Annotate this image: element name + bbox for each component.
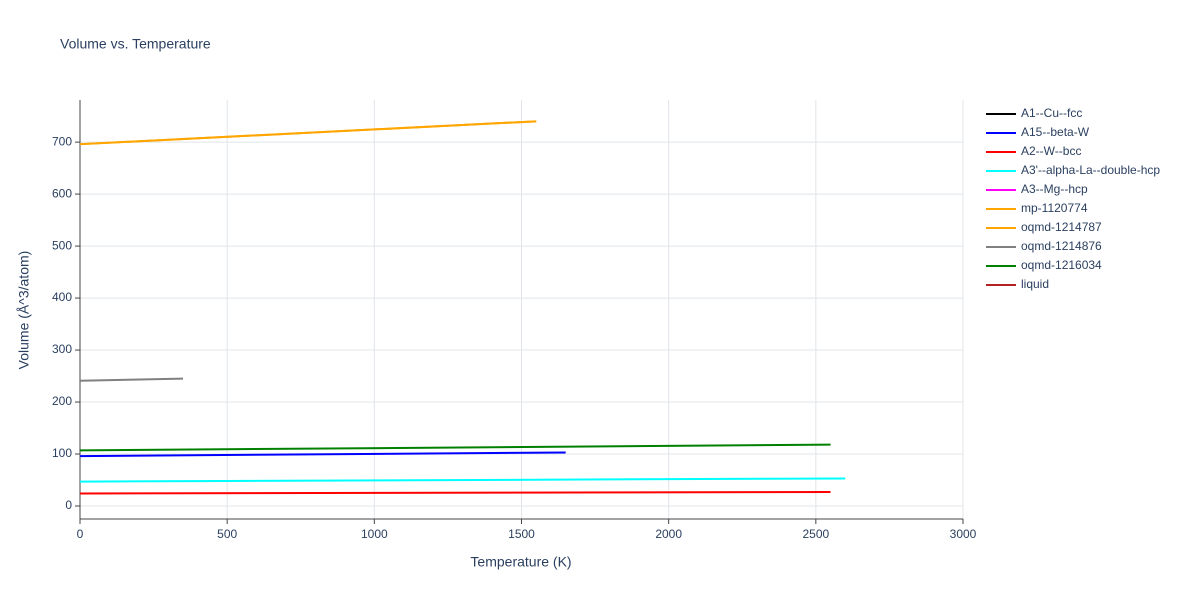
legend-label: A2--W--bcc (1021, 144, 1081, 158)
y-tick-label: 200 (52, 394, 72, 408)
y-tick-label: 400 (52, 290, 72, 304)
x-tick-label: 2000 (655, 527, 682, 541)
y-tick-label: 500 (52, 238, 72, 252)
x-tick-label: 1000 (361, 527, 388, 541)
y-tick-label: 700 (52, 134, 72, 148)
legend-label: A1--Cu--fcc (1021, 106, 1082, 120)
legend-label: A15--beta-W (1021, 125, 1090, 139)
x-axis-label: Temperature (K) (470, 554, 571, 570)
legend-label: mp-1120774 (1021, 201, 1088, 215)
x-tick-label: 3000 (950, 527, 977, 541)
x-tick-label: 500 (217, 527, 237, 541)
y-tick-label: 100 (52, 446, 72, 460)
series-line (79, 120, 537, 146)
legend-label: A3'--alpha-La--double-hcp (1021, 163, 1160, 177)
legend-label: oqmd-1214876 (1021, 239, 1102, 253)
x-tick-label: 1500 (508, 527, 535, 541)
series-line (79, 451, 566, 458)
y-tick-label: 600 (52, 186, 72, 200)
legend-label: oqmd-1214787 (1021, 220, 1102, 234)
legend-label: liquid (1021, 277, 1049, 291)
x-tick-label: 0 (77, 527, 84, 541)
x-tick-label: 2500 (802, 527, 829, 541)
series-line (79, 377, 184, 382)
legend-label: A3--Mg--hcp (1021, 182, 1088, 196)
series-line (79, 443, 831, 452)
legend-label: oqmd-1216034 (1021, 258, 1102, 272)
series-line (79, 490, 831, 495)
chart-title: Volume vs. Temperature (60, 36, 211, 52)
series-line (79, 477, 846, 483)
y-tick-label: 0 (65, 498, 72, 512)
y-tick-label: 300 (52, 342, 72, 356)
y-axis-label: Volume (Å^3/atom) (16, 251, 32, 370)
